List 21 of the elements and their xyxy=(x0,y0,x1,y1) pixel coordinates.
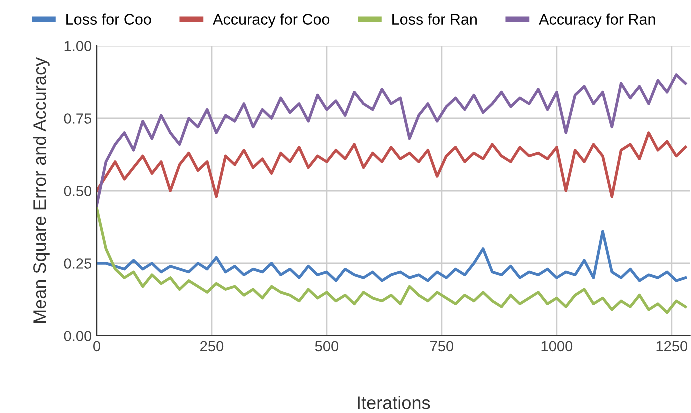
x-tick-label: 1000 xyxy=(542,341,573,352)
y-axis-title: Mean Square Error and Accuracy xyxy=(33,58,50,323)
x-tick-label: 1250 xyxy=(656,341,688,352)
legend-label: Accuracy for Ran xyxy=(539,14,656,28)
legend-label: Loss for Ran xyxy=(392,14,477,25)
x-axis-title: Iterations xyxy=(358,396,430,410)
y-tick-label: 0.50 xyxy=(64,186,92,196)
x-tick-label: 250 xyxy=(200,341,224,352)
x-tick-label: 750 xyxy=(430,341,454,352)
line-series xyxy=(97,230,688,282)
legend-label: Accuracy for Coo xyxy=(213,14,330,28)
y-tick-label: 0.25 xyxy=(64,258,92,269)
line-series xyxy=(97,207,688,314)
line-series xyxy=(97,74,688,207)
line-series xyxy=(97,132,688,198)
x-tick-label: 0 xyxy=(94,341,100,352)
y-tick-label: 1.00 xyxy=(64,41,92,52)
y-tick-label: 0.00 xyxy=(64,331,92,342)
legend-label: Loss for Coo xyxy=(66,14,152,25)
x-tick-label: 500 xyxy=(315,341,339,352)
y-tick-label: 0.75 xyxy=(64,114,92,124)
